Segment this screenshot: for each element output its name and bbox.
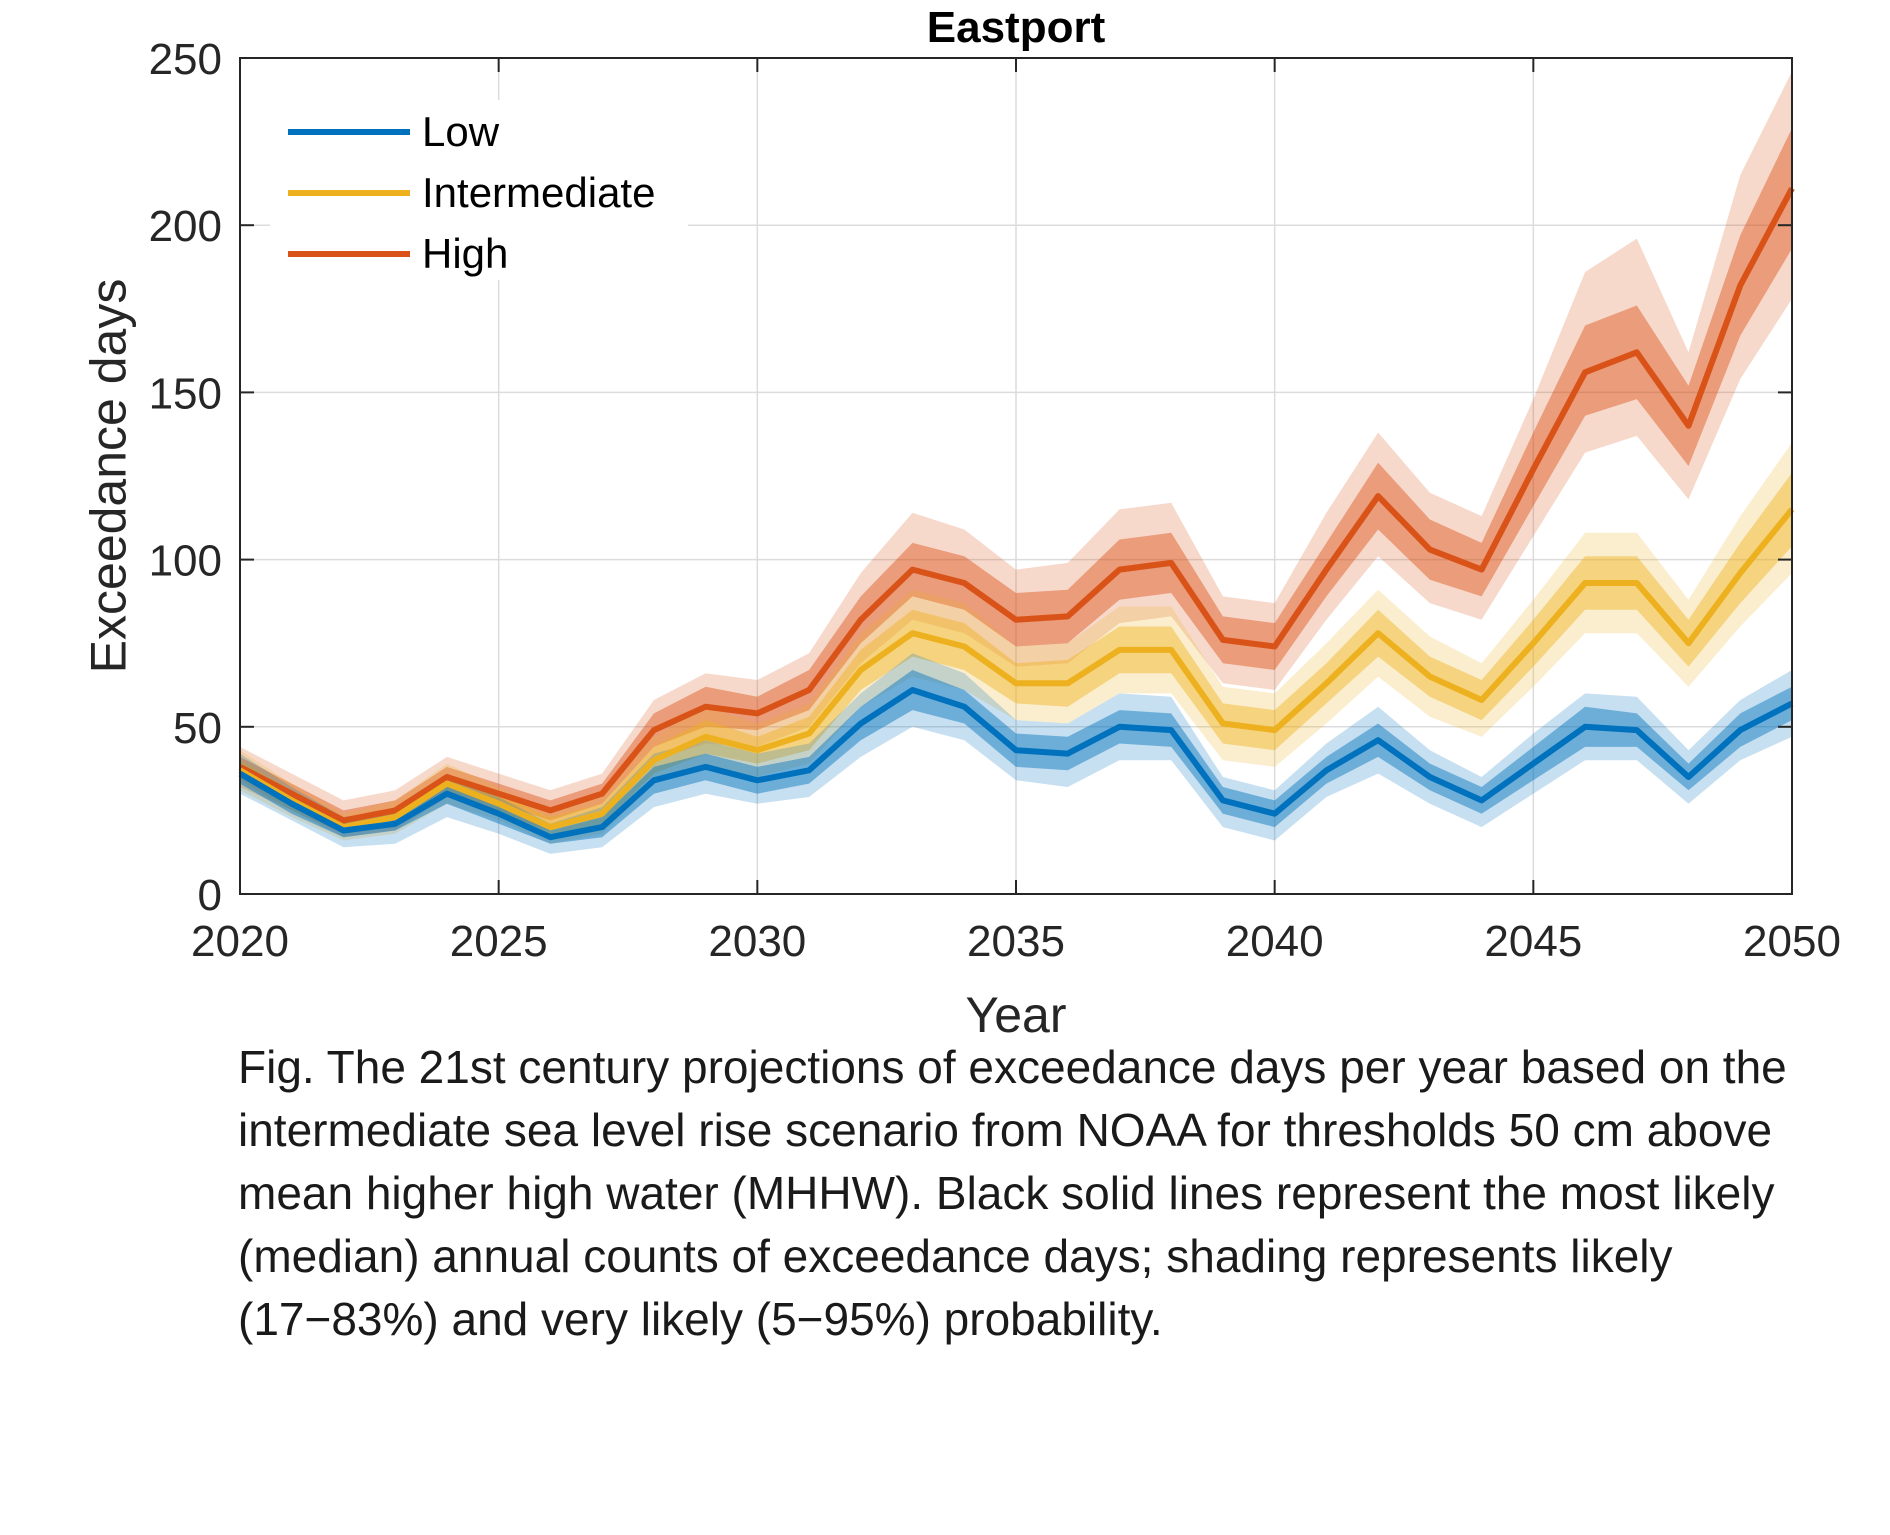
chart-title: Eastport xyxy=(927,3,1106,52)
y-tick-label: 100 xyxy=(149,537,222,586)
y-tick-label: 200 xyxy=(149,202,222,251)
x-tick-label: 2045 xyxy=(1484,917,1582,966)
y-tick-label: 0 xyxy=(198,871,222,920)
x-tick-label: 2035 xyxy=(967,917,1065,966)
low-median-line xyxy=(238,687,1794,841)
y-tick-label: 50 xyxy=(173,704,222,753)
figure-caption: Fig. The 21st century projections of exc… xyxy=(238,1041,1787,1345)
legend-label-low: Low xyxy=(422,108,500,155)
intermediate-median-line xyxy=(238,507,1795,831)
legend: Low Intermediate High xyxy=(270,100,688,280)
y-tick-label: 250 xyxy=(149,35,222,84)
x-axis-label: Year xyxy=(965,987,1066,1035)
legend-label-high: High xyxy=(422,230,508,277)
exceedance-chart: 2020 2025 2030 2035 2040 2045 2050 0 50 100 150 20… xyxy=(81,3,1841,1035)
x-tick-label: 2025 xyxy=(450,917,548,966)
x-tick-label: 2050 xyxy=(1743,917,1841,966)
y-axis-label: Exceedance days xyxy=(81,279,137,674)
median-lines xyxy=(238,186,1795,841)
x-tick-label: 2040 xyxy=(1226,917,1324,966)
y-tick-label: 150 xyxy=(149,369,222,418)
axis-ticks xyxy=(239,57,1793,895)
x-tick-label: 2030 xyxy=(708,917,806,966)
high-median-line xyxy=(238,186,1795,824)
y-tick-labels: 0 50 100 150 200 250 xyxy=(149,35,222,920)
intermediate-very-likely-band xyxy=(240,442,1792,844)
legend-label-intermediate: Intermediate xyxy=(422,169,655,216)
x-tick-labels: 2020 2025 2030 2035 2040 2045 2050 xyxy=(191,917,1841,966)
x-tick-label: 2020 xyxy=(191,917,289,966)
